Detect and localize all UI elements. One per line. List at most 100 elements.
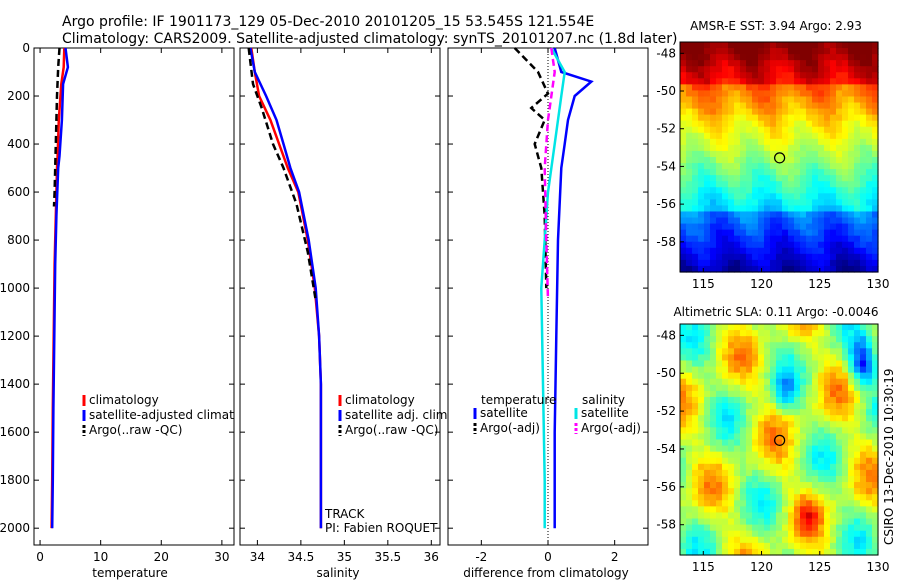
sla-map-cell <box>842 530 849 538</box>
sst-map-cell <box>818 265 825 273</box>
sst-map-cell <box>746 235 753 243</box>
sst-map-cell <box>746 163 753 170</box>
sla-map-cell <box>818 518 825 526</box>
sla-map-cell <box>842 500 849 507</box>
sla-map-cell <box>788 500 795 507</box>
sla-map-cell <box>740 384 747 392</box>
sla-map-cell <box>818 463 825 471</box>
sst-map-cell <box>836 265 843 273</box>
sst-map-cell <box>728 60 735 67</box>
sst-map-cell <box>776 211 783 219</box>
sla-map-cell <box>752 360 759 368</box>
sla-map-cell <box>746 403 753 410</box>
difference-series-3 <box>543 47 556 301</box>
sla-map-cell <box>740 494 747 501</box>
sst-map-cell <box>716 241 723 249</box>
sst-map-cell <box>722 144 729 152</box>
sla-map-cell <box>728 372 735 380</box>
sst-map-cell <box>872 96 879 104</box>
sst-map-cell <box>698 102 705 110</box>
sla-map-cell <box>746 421 753 428</box>
sst-map-cell <box>740 132 747 140</box>
sla-map-cell <box>866 451 873 459</box>
sst-map-cell <box>818 241 825 249</box>
sst-map-cell <box>716 132 723 140</box>
sla-map-cell <box>710 390 717 398</box>
sla-map-cell <box>812 366 819 374</box>
sst-map-cell <box>860 132 867 140</box>
sst-map-cell <box>710 247 717 255</box>
sla-map-cell <box>716 366 723 374</box>
sla-map-cell <box>848 348 855 355</box>
sst-map-cell <box>872 78 879 85</box>
sla-map-cell <box>788 384 795 392</box>
sla-map-cell <box>788 548 795 556</box>
sst-map-cell <box>824 175 831 182</box>
sst-map-cell <box>710 211 717 219</box>
sst-map-cell <box>866 199 873 207</box>
sst-map-cell <box>710 163 717 170</box>
sla-map-cell <box>800 518 807 526</box>
sla-map-cell <box>866 469 873 477</box>
sla-map-cell <box>836 366 843 374</box>
sla-map-float-marker <box>774 434 786 446</box>
sst-map-cell <box>818 181 825 188</box>
sla-map-cell <box>746 330 753 337</box>
sst-map-cell <box>830 187 837 194</box>
sla-map-cell <box>842 512 849 520</box>
sst-map-cell <box>704 126 711 134</box>
sla-map-cell <box>704 445 711 453</box>
sst-map-cell <box>752 169 759 176</box>
sst-map-cell <box>770 265 777 273</box>
sst-map-cell <box>842 126 849 134</box>
sst-map-cell <box>728 253 735 261</box>
sst-map-cell <box>710 114 717 122</box>
sst-map-cell <box>788 84 795 92</box>
sla-map-cell <box>734 469 741 477</box>
sla-map-cell <box>698 378 705 386</box>
sla-map-cell <box>710 536 717 544</box>
sst-map-cell <box>680 54 687 61</box>
sla-map-cell <box>710 506 717 514</box>
sla-map-cell <box>836 336 843 343</box>
sst-map-cell <box>680 66 687 73</box>
sst-map-cell <box>800 132 807 140</box>
sst-map-cell <box>752 193 759 200</box>
sla-map-cell <box>764 360 771 368</box>
sst-map-cell <box>842 253 849 261</box>
sst-map-cell <box>734 163 741 170</box>
sla-map-cell <box>824 469 831 477</box>
sst-map-cell <box>746 138 753 146</box>
sst-map-cell <box>704 259 711 267</box>
sla-map-cell <box>710 409 717 416</box>
sla-map-cell <box>680 433 687 441</box>
sst-map-cell <box>686 78 693 85</box>
sla-map-cell <box>734 548 741 556</box>
sla-map-cell <box>788 506 795 514</box>
sla-map-cell <box>860 324 867 331</box>
sla-map-ytick-label-4: -56 <box>656 480 676 494</box>
sla-map-cell <box>734 536 741 544</box>
sla-map-cell <box>836 482 843 489</box>
difference-series-0 <box>553 47 594 529</box>
sst-map-cell <box>776 96 783 104</box>
sla-map-cell <box>692 421 699 428</box>
sst-map-cell <box>698 96 705 104</box>
sst-map-cell <box>686 163 693 170</box>
sst-map-cell <box>710 205 717 213</box>
sla-map-cell <box>776 469 783 477</box>
sla-map-cell <box>848 518 855 526</box>
sla-map-cell <box>752 475 759 483</box>
sla-map-cell <box>722 469 729 477</box>
sst-map-cell <box>830 217 837 225</box>
sla-map-cell <box>692 433 699 441</box>
sla-map-cell <box>734 439 741 447</box>
sla-map-cell <box>680 342 687 349</box>
sla-map-cell <box>740 324 747 331</box>
figure-title-line2: Climatology: CARS2009. Satellite-adjuste… <box>62 31 677 47</box>
sla-map-cell <box>704 542 711 550</box>
sla-map-cell <box>782 378 789 386</box>
sla-map-cell <box>746 475 753 483</box>
sla-map-cell <box>692 348 699 355</box>
